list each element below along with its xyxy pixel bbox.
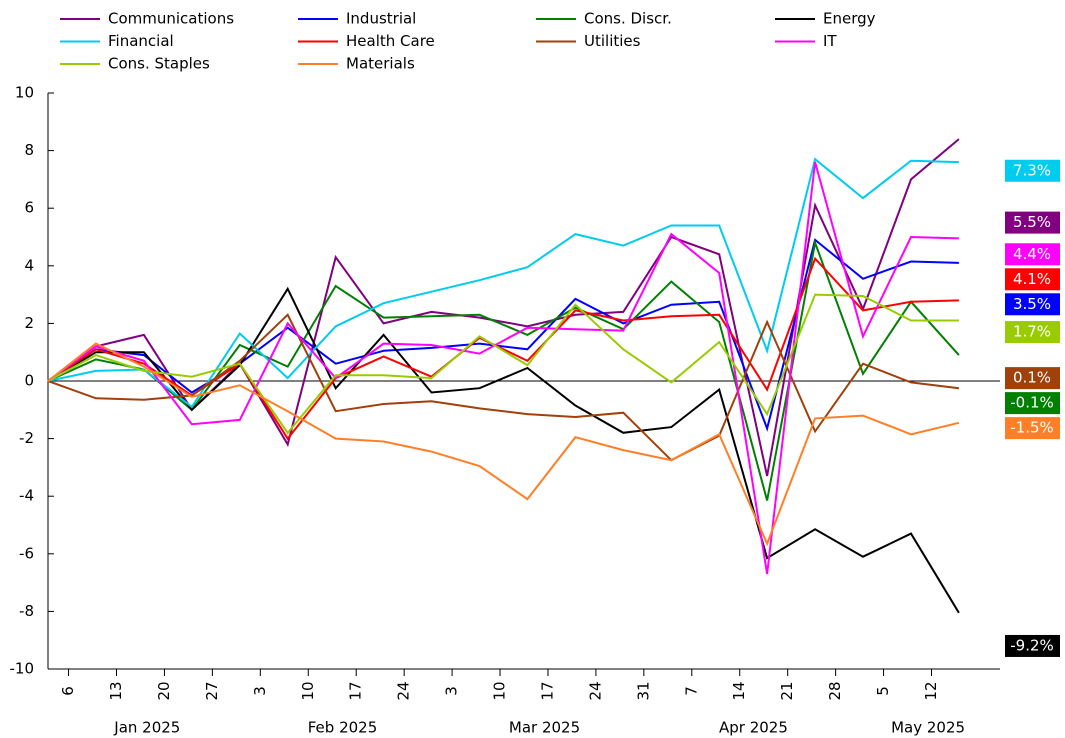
end-label: -0.1%: [1010, 394, 1054, 412]
month-label: Apr 2025: [719, 719, 788, 737]
month-label: May 2025: [891, 719, 965, 737]
month-label: Feb 2025: [308, 719, 378, 737]
month-label: Jan 2025: [113, 719, 180, 737]
x-tick-label: 17: [347, 681, 365, 700]
y-tick-label: 10: [15, 84, 34, 102]
x-tick-label: 21: [778, 681, 796, 700]
x-tick-label: 3: [251, 686, 269, 696]
y-tick-label: -4: [19, 487, 34, 505]
series-line: [47, 239, 960, 501]
end-label: 7.3%: [1013, 161, 1051, 179]
end-label-box: [1005, 392, 1060, 415]
x-tick-label: 24: [586, 681, 604, 700]
y-tick-label: -2: [19, 429, 34, 447]
x-tick-label: 10: [491, 681, 509, 700]
legend-label: IT: [823, 32, 837, 50]
x-tick-label: 24: [395, 681, 413, 700]
legend-label: Cons. Staples: [108, 55, 210, 73]
x-tick-label: 20: [155, 681, 173, 700]
x-tick-label: 5: [874, 686, 892, 696]
x-tick-label: 17: [538, 681, 556, 700]
x-tick-label: 28: [826, 681, 844, 700]
x-tick-label: 10: [299, 681, 317, 700]
x-tick-label: 7: [682, 686, 700, 696]
y-tick-label: 6: [24, 199, 34, 217]
x-tick-label: 14: [730, 681, 748, 700]
end-label: 0.1%: [1013, 369, 1051, 387]
legend-label: Communications: [108, 10, 234, 28]
series-line: [47, 157, 959, 409]
end-label-box: [1005, 243, 1060, 266]
y-tick-label: -6: [19, 544, 34, 562]
legend-label: Industrial: [346, 10, 416, 28]
end-label: -9.2%: [1010, 636, 1054, 654]
series-line: [47, 238, 959, 432]
end-label: 5.5%: [1013, 213, 1051, 231]
x-tick-label: 27: [203, 681, 221, 700]
month-label: Mar 2025: [509, 719, 580, 737]
legend-label: Health Care: [346, 32, 435, 50]
legend-label: Financial: [108, 32, 174, 50]
end-label-box: [1005, 321, 1060, 344]
x-tick-label: 31: [634, 681, 652, 700]
series-line: [47, 286, 960, 614]
legend-label: Energy: [823, 10, 876, 28]
legend-label: Cons. Discr.: [584, 10, 672, 28]
x-tick-label: 3: [443, 686, 461, 696]
end-label: 4.1%: [1013, 270, 1051, 288]
end-label-box: [1005, 417, 1060, 440]
series-line: [47, 342, 960, 547]
y-tick-label: 0: [24, 372, 34, 390]
end-label-box: [1005, 367, 1060, 390]
series-line: [47, 313, 960, 462]
end-label: 4.4%: [1013, 245, 1051, 263]
x-tick-label: 13: [107, 681, 125, 700]
end-label-box: [1005, 159, 1060, 182]
end-label-box: [1005, 634, 1060, 657]
x-tick-label: 12: [922, 681, 940, 700]
end-label-box: [1005, 211, 1060, 234]
legend-label: Utilities: [584, 32, 641, 50]
end-label: 3.5%: [1013, 295, 1051, 313]
end-label-box: [1005, 293, 1060, 316]
end-label: 1.7%: [1013, 323, 1051, 341]
legend-label: Materials: [346, 55, 415, 73]
series-line: [47, 293, 959, 435]
end-label-box: [1005, 268, 1060, 291]
x-tick-label: 6: [59, 686, 77, 696]
y-tick-label: -10: [10, 660, 35, 678]
series-line: [47, 161, 959, 575]
y-tick-label: 4: [24, 256, 34, 274]
y-tick-label: 2: [24, 314, 34, 332]
y-tick-label: -8: [19, 602, 34, 620]
end-label: -1.5%: [1010, 419, 1054, 437]
y-tick-label: 8: [24, 141, 34, 159]
